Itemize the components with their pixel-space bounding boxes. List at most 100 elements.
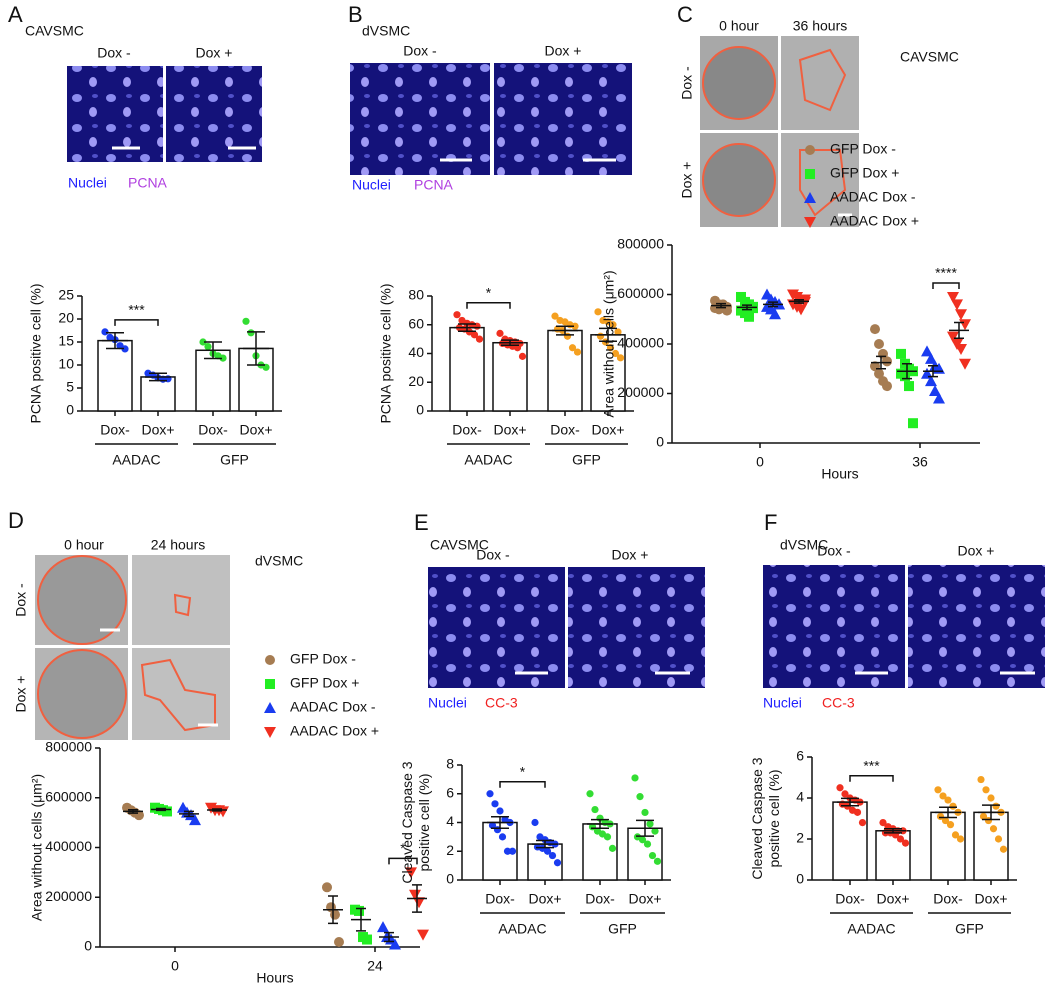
error-bar	[454, 323, 480, 332]
x-tick-label: 36	[912, 454, 928, 470]
y-tick-label: 5	[66, 379, 74, 395]
data-point	[992, 802, 1000, 810]
stain-label: Nuclei	[763, 695, 802, 711]
stain-label: Nuclei	[352, 177, 391, 193]
data-point	[651, 827, 659, 835]
significance-bracket	[499, 781, 546, 788]
error-bar	[880, 828, 906, 834]
error-bar	[207, 808, 227, 812]
data-point	[470, 331, 479, 339]
x-tick-label: Dox+	[628, 891, 661, 907]
x-tick-label: 0	[756, 454, 764, 470]
legend-label: GFP Dox +	[830, 165, 899, 181]
y-tick-label: 200000	[617, 384, 664, 400]
data-point	[955, 309, 967, 321]
error-bar	[632, 819, 658, 837]
data-point	[189, 814, 201, 826]
data-point	[744, 311, 754, 322]
stain-label: Nuclei	[428, 695, 467, 711]
y-tick-label: 600000	[617, 285, 664, 301]
error-bar	[487, 816, 513, 829]
data-point	[874, 339, 884, 349]
data-point	[603, 833, 612, 841]
data-point	[553, 859, 562, 867]
data-point	[121, 345, 129, 353]
significance-label: *	[486, 284, 492, 300]
data-point	[496, 807, 504, 815]
data-point	[934, 786, 942, 794]
y-tick-label: 40	[408, 344, 424, 360]
image-label: Dox +	[545, 43, 582, 59]
data-point	[594, 308, 602, 316]
data-point	[795, 304, 807, 316]
y-tick-label: 200000	[45, 888, 92, 904]
image-label: Dox -	[476, 547, 510, 563]
x-tick-label: Dox-	[585, 891, 615, 907]
data-point	[453, 311, 461, 319]
error-bar	[935, 806, 961, 819]
data-point	[334, 937, 344, 948]
image-label: Dox -	[679, 66, 695, 100]
x-tick-label: Dox+	[528, 891, 561, 907]
data-point	[896, 348, 906, 359]
data-point	[591, 805, 599, 814]
data-point	[977, 775, 985, 784]
y-tick-label: 4	[446, 813, 454, 829]
group-label: GFP	[572, 452, 601, 468]
image-label: Dox +	[612, 547, 649, 563]
data-point	[417, 929, 429, 941]
data-point	[636, 793, 644, 801]
y-axis-label: Cleaved Caspase 3	[399, 761, 415, 883]
data-point	[614, 328, 622, 336]
error-bar	[587, 818, 613, 829]
data-point	[491, 800, 499, 808]
data-point	[805, 169, 815, 179]
data-point	[616, 354, 625, 362]
x-tick-label: 0	[171, 958, 179, 974]
group-label: AADAC	[498, 921, 546, 937]
data-point	[929, 385, 941, 397]
data-point	[947, 291, 959, 303]
group-label: AADAC	[464, 452, 512, 468]
x-tick-label: Dox-	[485, 891, 515, 907]
data-point	[921, 345, 933, 357]
bar	[140, 376, 176, 412]
significance-label: ***	[863, 757, 880, 773]
data-point	[377, 921, 389, 933]
data-point	[264, 727, 276, 738]
data-point	[799, 294, 811, 306]
data-point	[959, 319, 971, 331]
y-tick-label: 2	[796, 830, 804, 846]
data-point	[606, 344, 615, 352]
y-tick-label: 20	[58, 310, 74, 326]
data-point	[101, 328, 109, 336]
image-label: Dox -	[13, 583, 29, 617]
data-point	[354, 905, 364, 916]
data-point	[643, 840, 652, 848]
error-bar	[532, 839, 558, 849]
y-tick-label: 60	[408, 315, 424, 331]
data-point	[631, 774, 639, 782]
error-bar	[123, 808, 143, 814]
data-point	[946, 821, 955, 829]
data-point	[947, 331, 959, 343]
data-point	[573, 348, 582, 356]
error-bar	[323, 895, 343, 925]
significance-bracket	[114, 319, 159, 326]
data-point	[543, 847, 552, 855]
data-point	[925, 375, 937, 387]
error-bar	[871, 355, 891, 370]
data-point	[551, 312, 559, 320]
cell-line: CAVSMC	[430, 537, 489, 553]
data-point	[488, 821, 497, 829]
significance-label: *	[400, 840, 406, 856]
data-point	[162, 806, 172, 817]
data-point	[322, 882, 332, 893]
y-tick-label: 600000	[45, 788, 92, 804]
image-label: Dox +	[196, 45, 233, 61]
data-point	[769, 308, 781, 320]
data-point	[496, 329, 504, 337]
x-tick-label: 24	[367, 958, 383, 974]
data-point	[951, 299, 963, 311]
y-tick-label: 400000	[45, 838, 92, 854]
